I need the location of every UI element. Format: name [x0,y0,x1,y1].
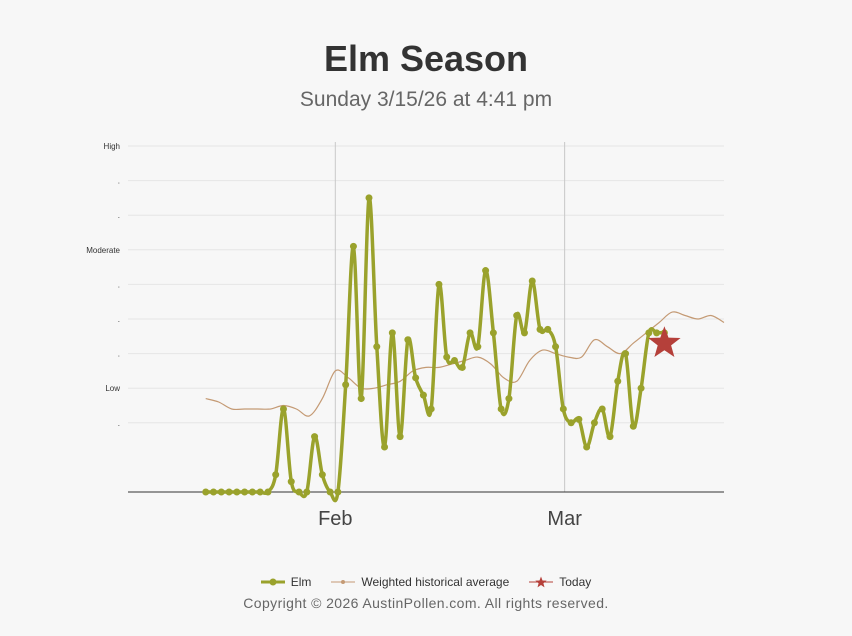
elm-point [536,325,544,333]
elm-point [575,415,583,423]
elm-point [318,471,326,479]
elm-point [451,357,459,365]
elm-point [279,405,287,413]
y-tick-label: . [118,280,120,289]
elm-point [349,242,357,250]
today-star-marker [648,326,681,357]
elm-point [474,343,482,351]
elm-point [497,405,505,413]
legend-item-today[interactable]: Today [529,575,591,589]
elm-point [202,488,210,496]
elm-point [482,267,490,275]
elm-point [567,419,575,427]
chart-title: Elm Season [323,38,529,79]
chart-legend: Elm Weighted historical average Today [0,575,852,589]
elm-point [645,329,653,337]
elm-point [583,443,591,451]
y-tick-label: . [118,177,120,186]
elm-point [544,325,552,333]
elm-point [287,478,295,486]
elm-point [559,405,567,413]
copyright-notice: Copyright © 2026 AustinPollen.com. All r… [243,595,609,611]
legend-item-elm[interactable]: Elm [260,575,312,589]
y-tick-label: . [118,315,120,324]
historical-line-marker-icon [331,580,356,584]
elm-point [435,280,443,288]
legend-label-elm: Elm [290,575,312,589]
elm-point [419,391,427,399]
elm-point [248,488,256,496]
elm-point [373,343,381,351]
elm-point [614,377,622,385]
elm-point [629,422,637,430]
y-tick-label: . [118,350,120,359]
y-tick-label: High [104,142,120,151]
elm-point [210,488,218,496]
elm-point [598,405,606,413]
y-tick-label: Moderate [86,246,120,255]
star-icon [529,576,554,588]
elm-point [489,329,497,337]
elm-line [205,196,665,503]
elm-point [505,395,513,403]
elm-point [622,350,630,358]
elm-point [217,488,225,496]
legend-label-today: Today [559,575,592,589]
elm-point [334,488,342,496]
elm-point [653,329,661,337]
elm-point [303,488,311,496]
elm-point [637,384,645,392]
chart-subtitle: Sunday 3/15/26 at 4:41 pm [299,88,553,111]
elm-line-marker-icon [260,578,285,586]
elm-point [225,488,233,496]
elm-point [520,329,528,337]
elm-point [295,488,303,496]
x-tick-label: Feb [318,508,352,530]
elm-point [458,363,466,371]
elm-point [528,277,536,285]
elm-point [272,471,280,479]
elm-point [427,405,435,413]
elm-point [552,343,560,351]
elm-point [365,194,373,202]
elm-point [590,419,598,427]
y-tick-label: . [118,419,120,428]
elm-point [342,381,350,389]
elm-point [326,488,334,496]
elm-point [606,433,614,441]
x-tick-label: Mar [547,508,582,530]
elm-point [381,443,389,451]
elm-point [466,329,474,337]
elm-point [443,353,451,361]
elm-point [396,433,404,441]
elm-point [404,336,412,344]
elm-point [388,329,396,337]
legend-label-historical: Weighted historical average [361,575,510,589]
elm-point [412,374,420,382]
elm-point [241,488,249,496]
elm-point [264,488,272,496]
y-tick-label: Low [105,384,120,393]
y-tick-label: . [118,211,120,220]
elm-point [357,395,365,403]
elm-point [233,488,241,496]
elm-point [513,312,521,320]
elm-point [311,433,319,441]
legend-item-historical[interactable]: Weighted historical average [331,575,509,589]
elm-point [256,488,264,496]
